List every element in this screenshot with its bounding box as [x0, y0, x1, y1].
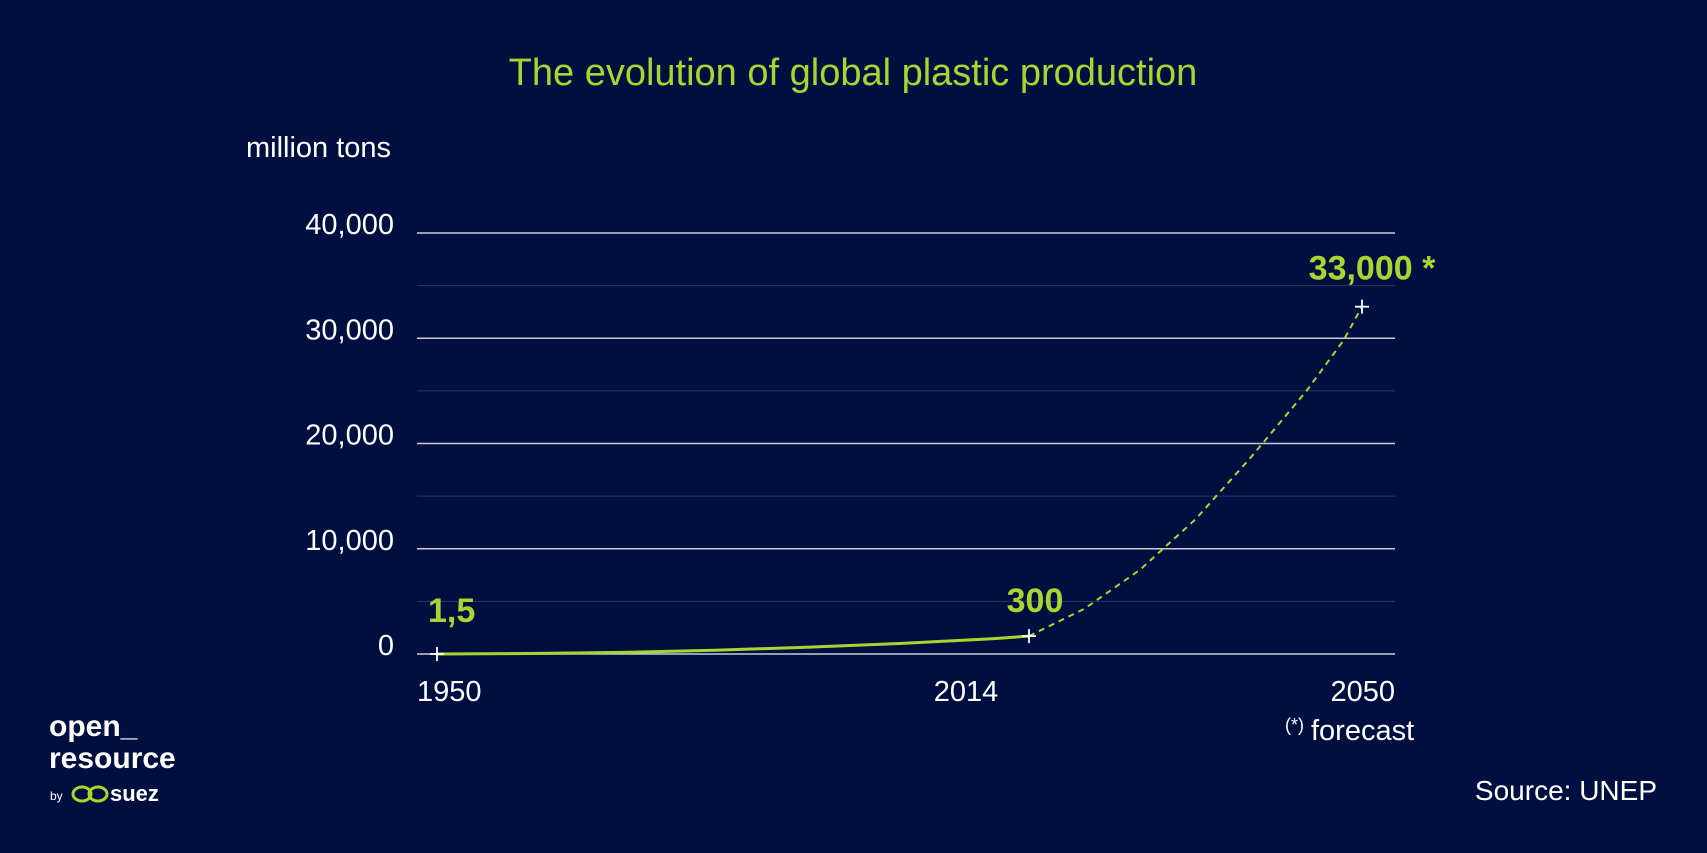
forecast-series-line	[1028, 306, 1363, 637]
data-label: 33,000 *	[1309, 250, 1436, 288]
source-credit: Source: UNEP	[1475, 775, 1657, 806]
x-tick-label: 2050	[1330, 676, 1395, 708]
major-grid	[417, 232, 1395, 655]
logo-line2: resource	[49, 742, 176, 775]
footnote-text: forecast	[1311, 715, 1414, 747]
y-tick-label: 40,000	[305, 209, 394, 241]
data-point-marker	[430, 646, 444, 661]
chart-title: The evolution of global plastic producti…	[509, 52, 1198, 94]
y-tick-labels: 0 10,000 20,000 30,000 40,000	[305, 209, 394, 662]
y-tick-label: 10,000	[305, 525, 394, 557]
data-label: 1,5	[428, 592, 475, 630]
open-resource-logo: open_ resource by suez	[49, 710, 176, 806]
logo-by: by	[50, 789, 63, 803]
y-axis-label: million tons	[246, 132, 391, 164]
series-layer	[436, 306, 1363, 656]
y-tick-label: 0	[378, 630, 394, 662]
y-tick-label: 20,000	[305, 420, 394, 452]
minor-grid	[417, 285, 1395, 602]
marker-layer: 1,5 300 33,000 *	[428, 250, 1436, 661]
logo-brand: suez	[110, 781, 159, 806]
y-tick-label: 30,000	[305, 314, 394, 346]
data-label: 300	[1007, 582, 1064, 620]
data-point-marker	[1355, 299, 1369, 314]
logo-line1: open_	[49, 710, 138, 743]
x-tick-label: 1950	[417, 676, 482, 708]
suez-swirl-icon	[71, 785, 109, 803]
footnote: (*) forecast	[1285, 715, 1414, 747]
footnote-mark: (*)	[1285, 715, 1304, 735]
x-tick-labels: 1950 2014 2050	[417, 676, 1395, 708]
data-point-marker	[1022, 629, 1036, 644]
historical-series-line	[436, 634, 1030, 656]
x-tick-label: 2014	[934, 676, 999, 708]
